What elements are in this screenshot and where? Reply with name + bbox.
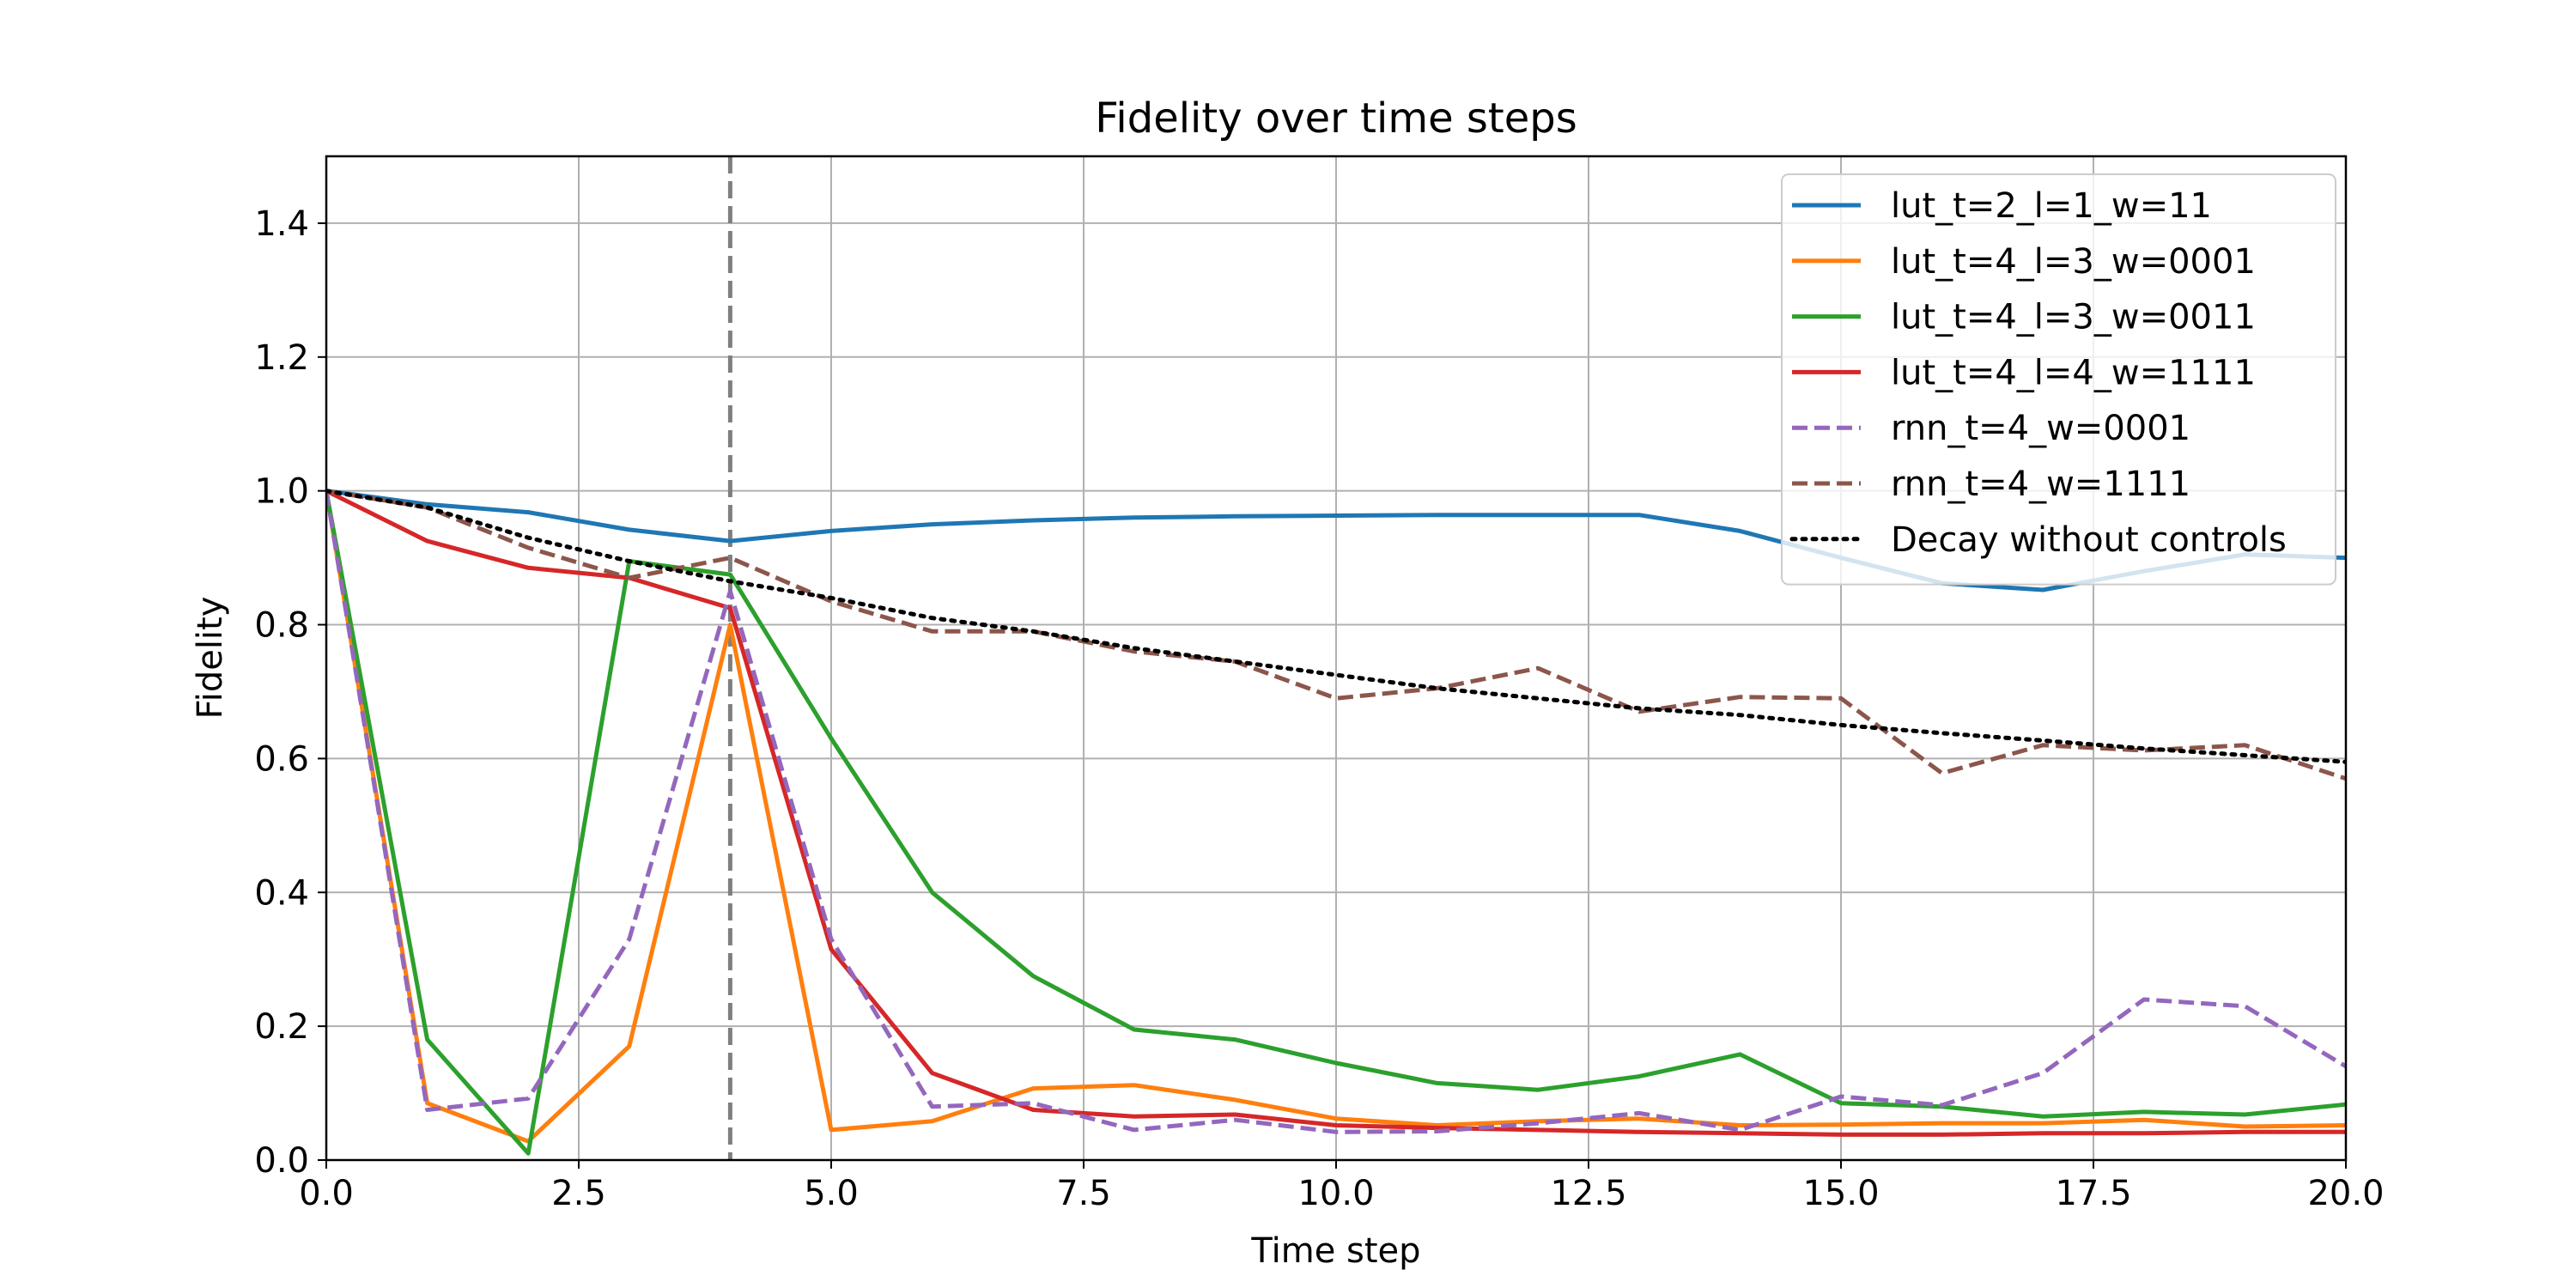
- legend-label: lut_t=4_l=4_w=1111: [1891, 353, 2256, 392]
- series-line-2: [326, 490, 2346, 1144]
- legend-label: rnn_t=4_w=0001: [1891, 409, 2190, 448]
- legend-label: lut_t=4_l=3_w=0011: [1891, 298, 2256, 337]
- series-line-5: [326, 490, 2346, 1134]
- legend-label: rnn_t=4_w=1111: [1891, 465, 2190, 504]
- series-line-3: [326, 490, 2346, 1156]
- x-axis-label: Time step: [1250, 1231, 1420, 1271]
- y-tick-label: 0.4: [254, 873, 309, 913]
- y-tick-label: 1.4: [254, 204, 309, 244]
- x-tick-label: 17.5: [2055, 1174, 2131, 1213]
- chart-title: Fidelity over time steps: [1095, 94, 1577, 143]
- legend: lut_t=2_l=1_w=11 lut_t=4_l=3_w=0001 lut_t=…: [1781, 173, 2336, 586]
- x-tick-label: 12.5: [1550, 1174, 1626, 1213]
- legend-label: lut_t=2_l=1_w=11: [1891, 186, 2212, 226]
- legend-box: [1781, 173, 2336, 586]
- x-tick-label: 5.0: [804, 1174, 859, 1213]
- x-tick-label: 7.5: [1056, 1174, 1111, 1213]
- y-tick-label: 0.0: [254, 1141, 309, 1181]
- y-tick-label: 0.2: [254, 1007, 309, 1047]
- legend-label: lut_t=4_l=3_w=0001: [1891, 242, 2256, 282]
- series-line-4: [326, 489, 2346, 1137]
- x-tick-label: 2.5: [551, 1174, 606, 1213]
- y-axis-label: Fidelity: [191, 597, 230, 720]
- series-layer: [326, 489, 2346, 1156]
- y-tick-label: 0.8: [254, 606, 309, 646]
- series-line-1: [326, 489, 2346, 592]
- series-line-7: [326, 489, 2346, 764]
- x-tick-label: 15.0: [1802, 1174, 1879, 1213]
- y-tick-label: 0.6: [254, 739, 309, 779]
- y-tick-label: 1.2: [254, 338, 309, 378]
- x-tick-label: 10.0: [1297, 1174, 1374, 1213]
- legend-label: Decay without controls: [1891, 520, 2287, 560]
- x-tick-label: 0.0: [299, 1174, 354, 1213]
- axis-ticks: 0.0 2.5 5.0 7.5 10.0 12.5 15.0 17.5 20.0 0.0 0.2 0.…: [254, 204, 2384, 1213]
- y-tick-label: 1.0: [254, 472, 309, 512]
- x-tick-label: 20.0: [2307, 1174, 2384, 1213]
